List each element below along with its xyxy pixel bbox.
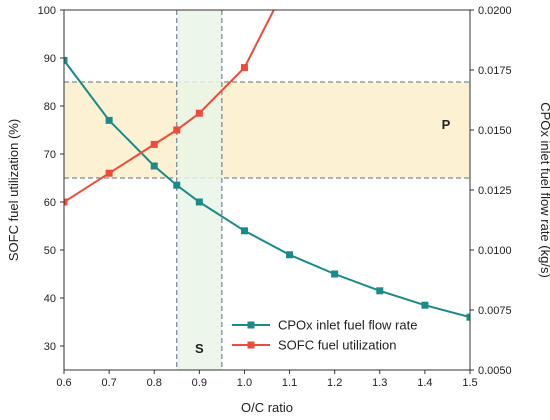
y-left-tick-label: 70 — [44, 149, 56, 161]
legend-marker-0 — [247, 321, 255, 329]
y-right-tick-label: 0.0050 — [478, 365, 512, 377]
y-right-tick-label: 0.0175 — [478, 65, 512, 77]
x-axis-title: O/C ratio — [241, 400, 293, 415]
y-left-axis-title: SOFC fuel utilization (%) — [6, 119, 21, 261]
band-p — [64, 82, 470, 178]
series-0-point — [421, 301, 429, 309]
y-right-axis-title: CPOx inlet fuel flow rate (kg/s) — [538, 102, 550, 278]
series-0-point — [173, 181, 181, 189]
series-0-point — [150, 162, 158, 170]
highlight-bands: PS — [64, 10, 470, 370]
series-0-point — [286, 251, 294, 259]
series-1-point — [240, 64, 248, 72]
x-tick-label: 0.9 — [192, 377, 207, 389]
y-right-tick-label: 0.0075 — [478, 305, 512, 317]
y-right-tick-label: 0.0100 — [478, 245, 512, 257]
series-1-point — [173, 126, 181, 134]
x-tick-label: 1.4 — [417, 377, 432, 389]
series-0-point — [105, 116, 113, 124]
y-left-tick-label: 90 — [44, 53, 56, 65]
y-right-tick-label: 0.0200 — [478, 5, 512, 17]
y-right-tick-label: 0.0125 — [478, 185, 512, 197]
legend: CPOx inlet fuel flow rate SOFC fuel utili… — [232, 318, 417, 353]
series-0-point — [240, 227, 248, 235]
y-left-tick-label: 50 — [44, 245, 56, 257]
series-0-point — [64, 56, 68, 64]
axis-ticks: 0.6 0.7 0.8 0.9 1.0 1.1 1.2 1.3 1.4 1.5 30 40 50 60 70… — [38, 5, 512, 389]
x-tick-label: 0.6 — [56, 377, 71, 389]
series-1-point — [105, 169, 113, 177]
x-tick-label: 1.5 — [462, 377, 477, 389]
x-tick-label: 0.7 — [101, 377, 116, 389]
y-right-tick-label: 0.0150 — [478, 125, 512, 137]
series-0-point — [195, 198, 203, 206]
series-1-point — [195, 109, 203, 117]
y-left-tick-label: 30 — [44, 341, 56, 353]
x-tick-label: 1.1 — [282, 377, 297, 389]
x-tick-label: 1.3 — [372, 377, 387, 389]
x-tick-label: 0.8 — [147, 377, 162, 389]
y-left-tick-label: 40 — [44, 293, 56, 305]
legend-marker-1 — [247, 341, 255, 349]
x-tick-label: 1.0 — [237, 377, 252, 389]
series-0-point — [466, 313, 470, 321]
y-left-tick-label: 60 — [44, 197, 56, 209]
y-left-tick-label: 80 — [44, 101, 56, 113]
band-label-p: P — [442, 117, 451, 132]
series-0-point — [331, 270, 339, 278]
band-label-s: S — [195, 341, 204, 356]
x-tick-label: 1.2 — [327, 377, 342, 389]
series-0-point — [376, 287, 384, 295]
plot-frame — [63, 9, 471, 371]
legend-label-0: CPOx inlet fuel flow rate — [278, 318, 417, 333]
series-1-point — [150, 140, 158, 148]
y-left-tick-label: 100 — [38, 5, 56, 17]
series-1-point — [64, 198, 68, 206]
legend-label-1: SOFC fuel utilization — [278, 338, 397, 353]
series-layer — [64, 10, 470, 321]
